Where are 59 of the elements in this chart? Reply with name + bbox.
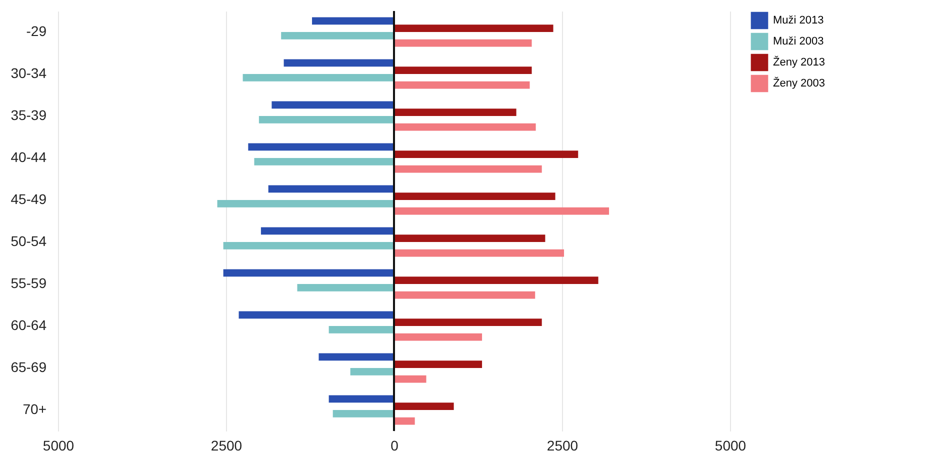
bar bbox=[394, 66, 532, 74]
x-tick-label: 2500 bbox=[210, 438, 242, 454]
bar bbox=[332, 410, 394, 418]
bar bbox=[394, 192, 556, 200]
bar bbox=[260, 227, 394, 235]
bar bbox=[394, 165, 542, 173]
legend-label: Ženy 2013 bbox=[773, 56, 825, 68]
x-tick-label: 0 bbox=[390, 438, 399, 454]
bar bbox=[394, 123, 536, 131]
bar bbox=[242, 74, 394, 82]
y-tick-label: 70+ bbox=[22, 401, 46, 417]
bar bbox=[238, 311, 394, 319]
x-tick-label: 5000 bbox=[42, 438, 74, 454]
legend-label: Ženy 2003 bbox=[773, 76, 825, 90]
bar bbox=[328, 395, 394, 403]
y-tick-label: 35-39 bbox=[10, 107, 47, 123]
bar bbox=[394, 291, 536, 299]
bar bbox=[258, 116, 394, 124]
bar bbox=[394, 333, 482, 341]
y-tick-label: -29 bbox=[26, 23, 47, 39]
bar bbox=[248, 143, 394, 151]
bar bbox=[394, 417, 415, 425]
bar bbox=[350, 368, 394, 376]
y-tick-label: 55-59 bbox=[10, 275, 47, 291]
bar bbox=[394, 375, 426, 383]
bar bbox=[394, 150, 578, 158]
bar bbox=[254, 158, 394, 166]
bar bbox=[318, 353, 394, 361]
bar bbox=[394, 81, 530, 89]
bar bbox=[394, 234, 546, 242]
bar bbox=[394, 402, 454, 410]
bar bbox=[394, 108, 516, 116]
x-tick-label: 5000 bbox=[714, 438, 746, 454]
y-tick-label: 65-69 bbox=[10, 359, 47, 375]
y-tick-label: 45-49 bbox=[10, 191, 47, 207]
bar bbox=[394, 24, 554, 32]
bar bbox=[328, 326, 394, 334]
bar bbox=[394, 276, 598, 284]
y-tick-label: 50-54 bbox=[10, 233, 47, 249]
bar bbox=[223, 242, 394, 250]
bar bbox=[297, 284, 394, 292]
bar bbox=[394, 207, 610, 215]
bar bbox=[281, 32, 394, 40]
bar bbox=[223, 269, 394, 277]
bar bbox=[312, 17, 394, 25]
y-tick-label: 60-64 bbox=[10, 317, 47, 333]
bar bbox=[268, 185, 394, 193]
bar bbox=[284, 59, 394, 67]
y-tick-label: 40-44 bbox=[10, 149, 47, 165]
y-tick-label: 30-34 bbox=[10, 65, 47, 81]
legend-label: Muži 2003 bbox=[773, 36, 824, 48]
x-tick-label: 2500 bbox=[546, 438, 578, 454]
bar bbox=[394, 318, 542, 326]
bar bbox=[394, 360, 482, 368]
bar bbox=[217, 200, 394, 208]
bar bbox=[394, 39, 532, 47]
bar bbox=[394, 249, 564, 257]
bar bbox=[272, 101, 394, 109]
legend-label: Muži 2013 bbox=[773, 14, 824, 26]
